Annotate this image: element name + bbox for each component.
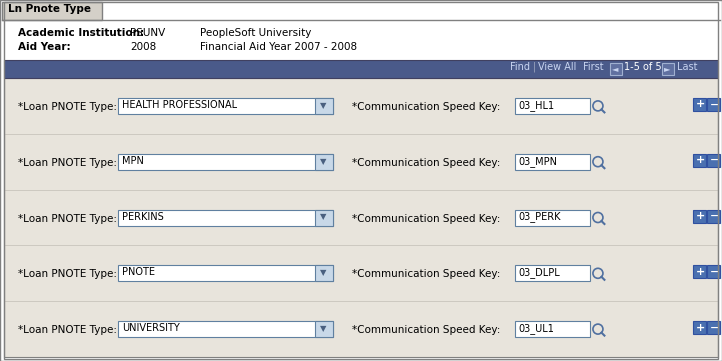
Text: Ln Pnote Type: Ln Pnote Type — [8, 4, 91, 14]
Text: −: − — [710, 323, 719, 332]
Text: 03_DLPL: 03_DLPL — [518, 267, 560, 278]
Bar — [118, 321, 333, 337]
Text: *Communication Speed Key:: *Communication Speed Key: — [352, 269, 500, 279]
Text: *Communication Speed Key:: *Communication Speed Key: — [352, 213, 500, 223]
Text: ◄: ◄ — [612, 64, 619, 73]
Bar — [4, 78, 718, 357]
Bar — [315, 265, 333, 281]
Text: PSUNV: PSUNV — [130, 28, 165, 38]
Bar — [515, 98, 590, 114]
Bar — [707, 265, 720, 278]
Text: Find: Find — [510, 62, 530, 72]
Text: *Communication Speed Key:: *Communication Speed Key: — [352, 325, 500, 335]
Text: *Communication Speed Key:: *Communication Speed Key: — [352, 102, 500, 112]
Bar — [2, 2, 102, 20]
Bar — [693, 265, 706, 278]
Bar — [315, 321, 333, 337]
Text: 1-5 of 5: 1-5 of 5 — [624, 62, 661, 72]
Text: ▼: ▼ — [320, 213, 326, 222]
Text: *Loan PNOTE Type:: *Loan PNOTE Type: — [18, 158, 117, 168]
Bar — [515, 321, 590, 337]
Text: 03_PERK: 03_PERK — [518, 212, 560, 222]
Text: PNOTE: PNOTE — [122, 267, 155, 277]
Bar — [707, 321, 720, 334]
Text: 03_MPN: 03_MPN — [518, 156, 557, 167]
Text: −: − — [710, 267, 719, 277]
Text: +: + — [696, 211, 705, 221]
Text: *Communication Speed Key:: *Communication Speed Key: — [352, 158, 500, 168]
Bar — [515, 209, 590, 226]
Text: MPN: MPN — [122, 156, 144, 166]
Bar — [118, 209, 333, 226]
Text: *Loan PNOTE Type:: *Loan PNOTE Type: — [18, 102, 117, 112]
Text: ▼: ▼ — [320, 101, 326, 110]
Bar — [610, 63, 622, 75]
Text: +: + — [696, 267, 705, 277]
Bar — [515, 265, 590, 281]
Text: ►: ► — [664, 64, 671, 73]
Bar — [662, 63, 674, 75]
Bar — [693, 209, 706, 222]
Bar — [118, 98, 333, 114]
Bar — [315, 209, 333, 226]
Text: Academic Institution:: Academic Institution: — [18, 28, 144, 38]
Text: *Loan PNOTE Type:: *Loan PNOTE Type: — [18, 213, 117, 223]
Text: −: − — [710, 155, 719, 165]
Text: Financial Aid Year 2007 - 2008: Financial Aid Year 2007 - 2008 — [200, 42, 357, 52]
Text: UNIVERSITY: UNIVERSITY — [122, 323, 180, 333]
Bar — [118, 154, 333, 170]
Text: −: − — [710, 99, 719, 109]
Text: PERKINS: PERKINS — [122, 212, 164, 222]
Text: First: First — [583, 62, 604, 72]
Text: 2008: 2008 — [130, 42, 156, 52]
Bar — [515, 154, 590, 170]
Bar — [707, 209, 720, 222]
Text: ▼: ▼ — [320, 324, 326, 333]
Text: PeopleSoft University: PeopleSoft University — [200, 28, 311, 38]
Text: −: − — [710, 211, 719, 221]
Bar — [4, 60, 718, 78]
Text: View All: View All — [538, 62, 576, 72]
Bar — [707, 98, 720, 111]
Bar — [707, 154, 720, 167]
Text: *Loan PNOTE Type:: *Loan PNOTE Type: — [18, 325, 117, 335]
Text: +: + — [696, 99, 705, 109]
Text: ▼: ▼ — [320, 268, 326, 277]
Text: *Loan PNOTE Type:: *Loan PNOTE Type: — [18, 269, 117, 279]
Text: ▼: ▼ — [320, 157, 326, 166]
Bar — [693, 98, 706, 111]
Bar — [693, 154, 706, 167]
Text: +: + — [696, 323, 705, 332]
Text: Last: Last — [677, 62, 697, 72]
Text: HEALTH PROFESSIONAL: HEALTH PROFESSIONAL — [122, 100, 237, 110]
Text: Aid Year:: Aid Year: — [18, 42, 71, 52]
Bar — [118, 265, 333, 281]
Bar — [315, 98, 333, 114]
Text: 03_HL1: 03_HL1 — [518, 100, 554, 111]
Text: 03_UL1: 03_UL1 — [518, 323, 554, 334]
Bar — [693, 321, 706, 334]
Text: +: + — [696, 155, 705, 165]
Text: |: | — [533, 62, 536, 73]
Bar — [315, 154, 333, 170]
